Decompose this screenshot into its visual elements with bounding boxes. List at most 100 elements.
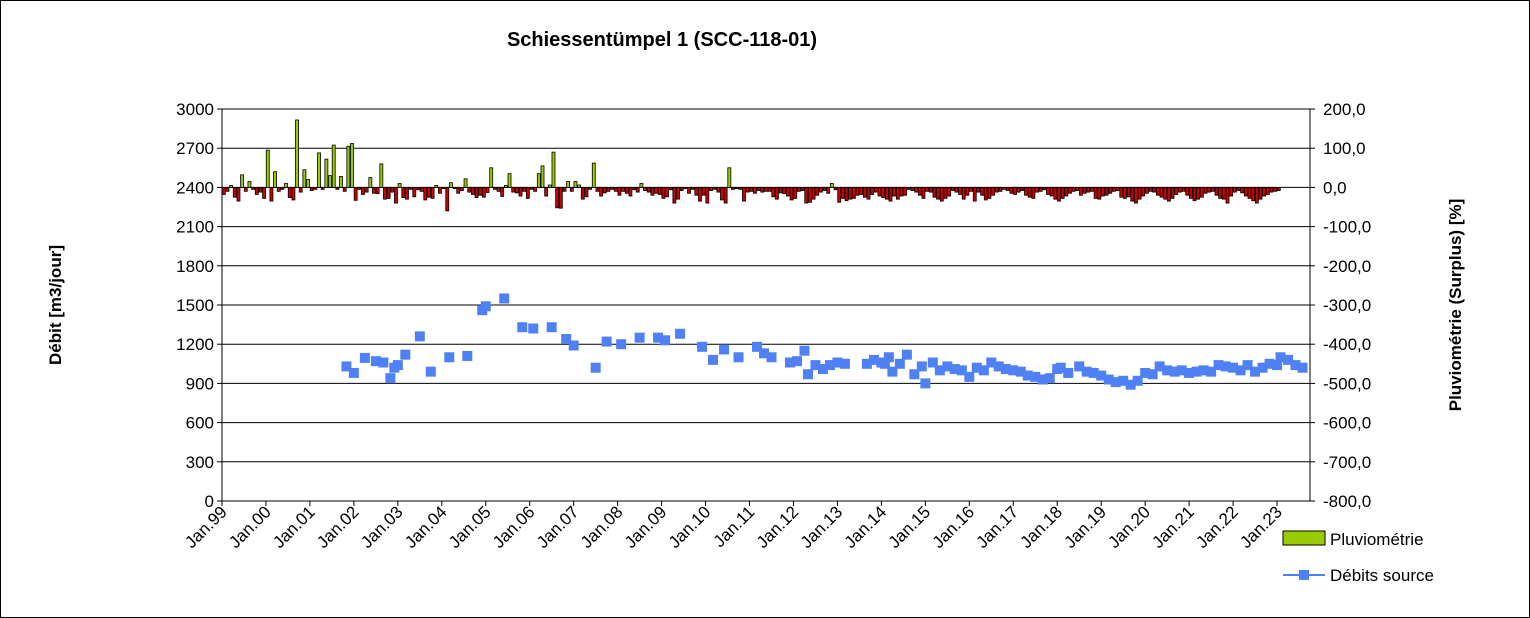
pluviometrie-bar — [419, 186, 424, 192]
pluviometrie-bar — [291, 186, 296, 201]
pluviometrie-bar — [533, 186, 538, 192]
pluviometrie-bar — [811, 186, 816, 200]
pluviometrie-bar — [364, 186, 369, 193]
pluviometrie-bar — [701, 186, 706, 196]
pluviometrie-bar — [1276, 186, 1281, 191]
pluviometrie-bar — [540, 165, 545, 188]
debit-point — [1063, 367, 1074, 378]
pluviometrie-bar — [405, 186, 409, 200]
pluviometrie-bar — [236, 186, 241, 202]
pluviometrie-bar — [815, 186, 820, 196]
debit-point — [634, 332, 645, 343]
pluviometrie-bar — [1097, 186, 1102, 200]
pluviometrie-bar — [903, 186, 908, 196]
pluviometrie-bar — [851, 186, 856, 199]
pluviometrie-bar — [481, 186, 486, 198]
debit-point — [1022, 370, 1033, 381]
pluviometrie-bar — [804, 186, 809, 204]
debit-point — [1283, 354, 1294, 365]
y-left-tick-label: 3000 — [176, 100, 214, 119]
pluviometrie-bar — [921, 186, 926, 199]
pluviometrie-bar — [580, 186, 585, 200]
pluviometrie-bar — [1181, 186, 1186, 192]
pluviometrie-bar — [317, 152, 321, 188]
debit-point — [868, 354, 879, 365]
x-tick-label: Jan.09 — [621, 502, 671, 552]
x-tick-label: Jan.15 — [885, 502, 935, 552]
pluviometrie-bar — [1221, 186, 1226, 200]
pluviometrie-bar — [503, 185, 508, 188]
pluviometrie-bar — [936, 186, 941, 200]
pluviometrie-bar — [273, 171, 277, 188]
pluviometrie-bar — [1273, 186, 1278, 192]
y-right-axis-title: Pluviométrie (Surplus) [%] — [1446, 199, 1465, 412]
debit-point — [1176, 365, 1187, 376]
debit-point — [791, 356, 802, 367]
debit-point — [444, 352, 455, 363]
pluviometrie-bar — [610, 186, 614, 190]
pluviometrie-bar — [1108, 186, 1113, 194]
pluviometrie-bar — [782, 186, 787, 195]
pluviometrie-bar — [848, 186, 853, 200]
pluviometrie-bar — [694, 186, 699, 196]
debit-point — [751, 341, 762, 352]
debit-point — [1132, 375, 1143, 386]
pluviometrie-bar — [767, 186, 772, 192]
x-tick-label: Jan.01 — [269, 502, 319, 552]
debit-point — [927, 357, 938, 368]
pluviometrie-bar — [361, 186, 365, 195]
pluviometrie-bar — [478, 186, 483, 196]
x-tick-label: Jan.21 — [1148, 502, 1198, 552]
pluviometrie-bar — [738, 186, 743, 190]
x-tick-label: Jan.22 — [1192, 502, 1242, 552]
pluviometrie-bar — [251, 186, 256, 190]
x-tick-label: Jan.14 — [841, 502, 891, 552]
pluviometrie-bar — [1002, 186, 1006, 190]
debit-point — [1154, 361, 1165, 372]
pluviometrie-bar — [928, 186, 933, 193]
pluviometrie-bar — [280, 186, 285, 190]
debit-point — [1235, 365, 1246, 376]
pluviometrie-bar — [958, 186, 962, 195]
pluviometrie-bar — [1232, 186, 1237, 193]
legend-pluvio-label: Pluviométrie — [1330, 530, 1424, 549]
x-tick-label: Jan.17 — [973, 502, 1023, 552]
pluviometrie-bar — [390, 186, 395, 193]
x-tick-label: Jan.02 — [313, 502, 363, 552]
x-tick-label: Jan.06 — [489, 502, 539, 552]
debit-point — [1110, 377, 1121, 388]
pluviometrie-bar — [613, 186, 618, 192]
pluviometrie-bar — [1225, 186, 1230, 204]
pluviometrie-bar — [837, 186, 842, 203]
debit-point — [697, 341, 708, 352]
debit-point — [887, 366, 898, 377]
debit-point — [546, 322, 557, 333]
debit-point — [861, 358, 872, 369]
pluviometrie-bars — [221, 119, 1281, 212]
debit-point — [1074, 361, 1085, 372]
debit-point — [1103, 374, 1114, 385]
pluviometrie-bar — [716, 186, 721, 193]
pluviometrie-bar — [753, 186, 757, 194]
y-left-ticks: 0 300 600 900 1200 1500 1800 2100 2400 2700 3000 — [176, 100, 214, 511]
legend-pluvio-swatch — [1282, 530, 1326, 546]
debit-point — [378, 357, 389, 368]
pluviometrie-bar — [991, 186, 995, 196]
pluviometrie-bar — [577, 184, 582, 188]
debit-point — [942, 361, 953, 372]
pluviometrie-bar — [1075, 186, 1080, 191]
pluviometrie-bar — [536, 173, 541, 188]
y-left-tick-label: 600 — [186, 414, 214, 433]
pluviometrie-bar — [954, 186, 959, 193]
pluviometrie-bar — [628, 186, 633, 197]
pluviometrie-bar — [793, 186, 798, 199]
debit-point — [1118, 375, 1129, 386]
pluviometrie-bar — [1130, 186, 1135, 202]
chart-title: Schiessentümpel 1 (SCC-118-01) — [507, 29, 817, 51]
pluviometrie-bar — [1064, 186, 1069, 197]
pluviometrie-bar — [232, 186, 237, 198]
debit-point — [1272, 360, 1283, 371]
debit-point — [1275, 352, 1286, 363]
pluviometrie-bar — [599, 186, 604, 197]
